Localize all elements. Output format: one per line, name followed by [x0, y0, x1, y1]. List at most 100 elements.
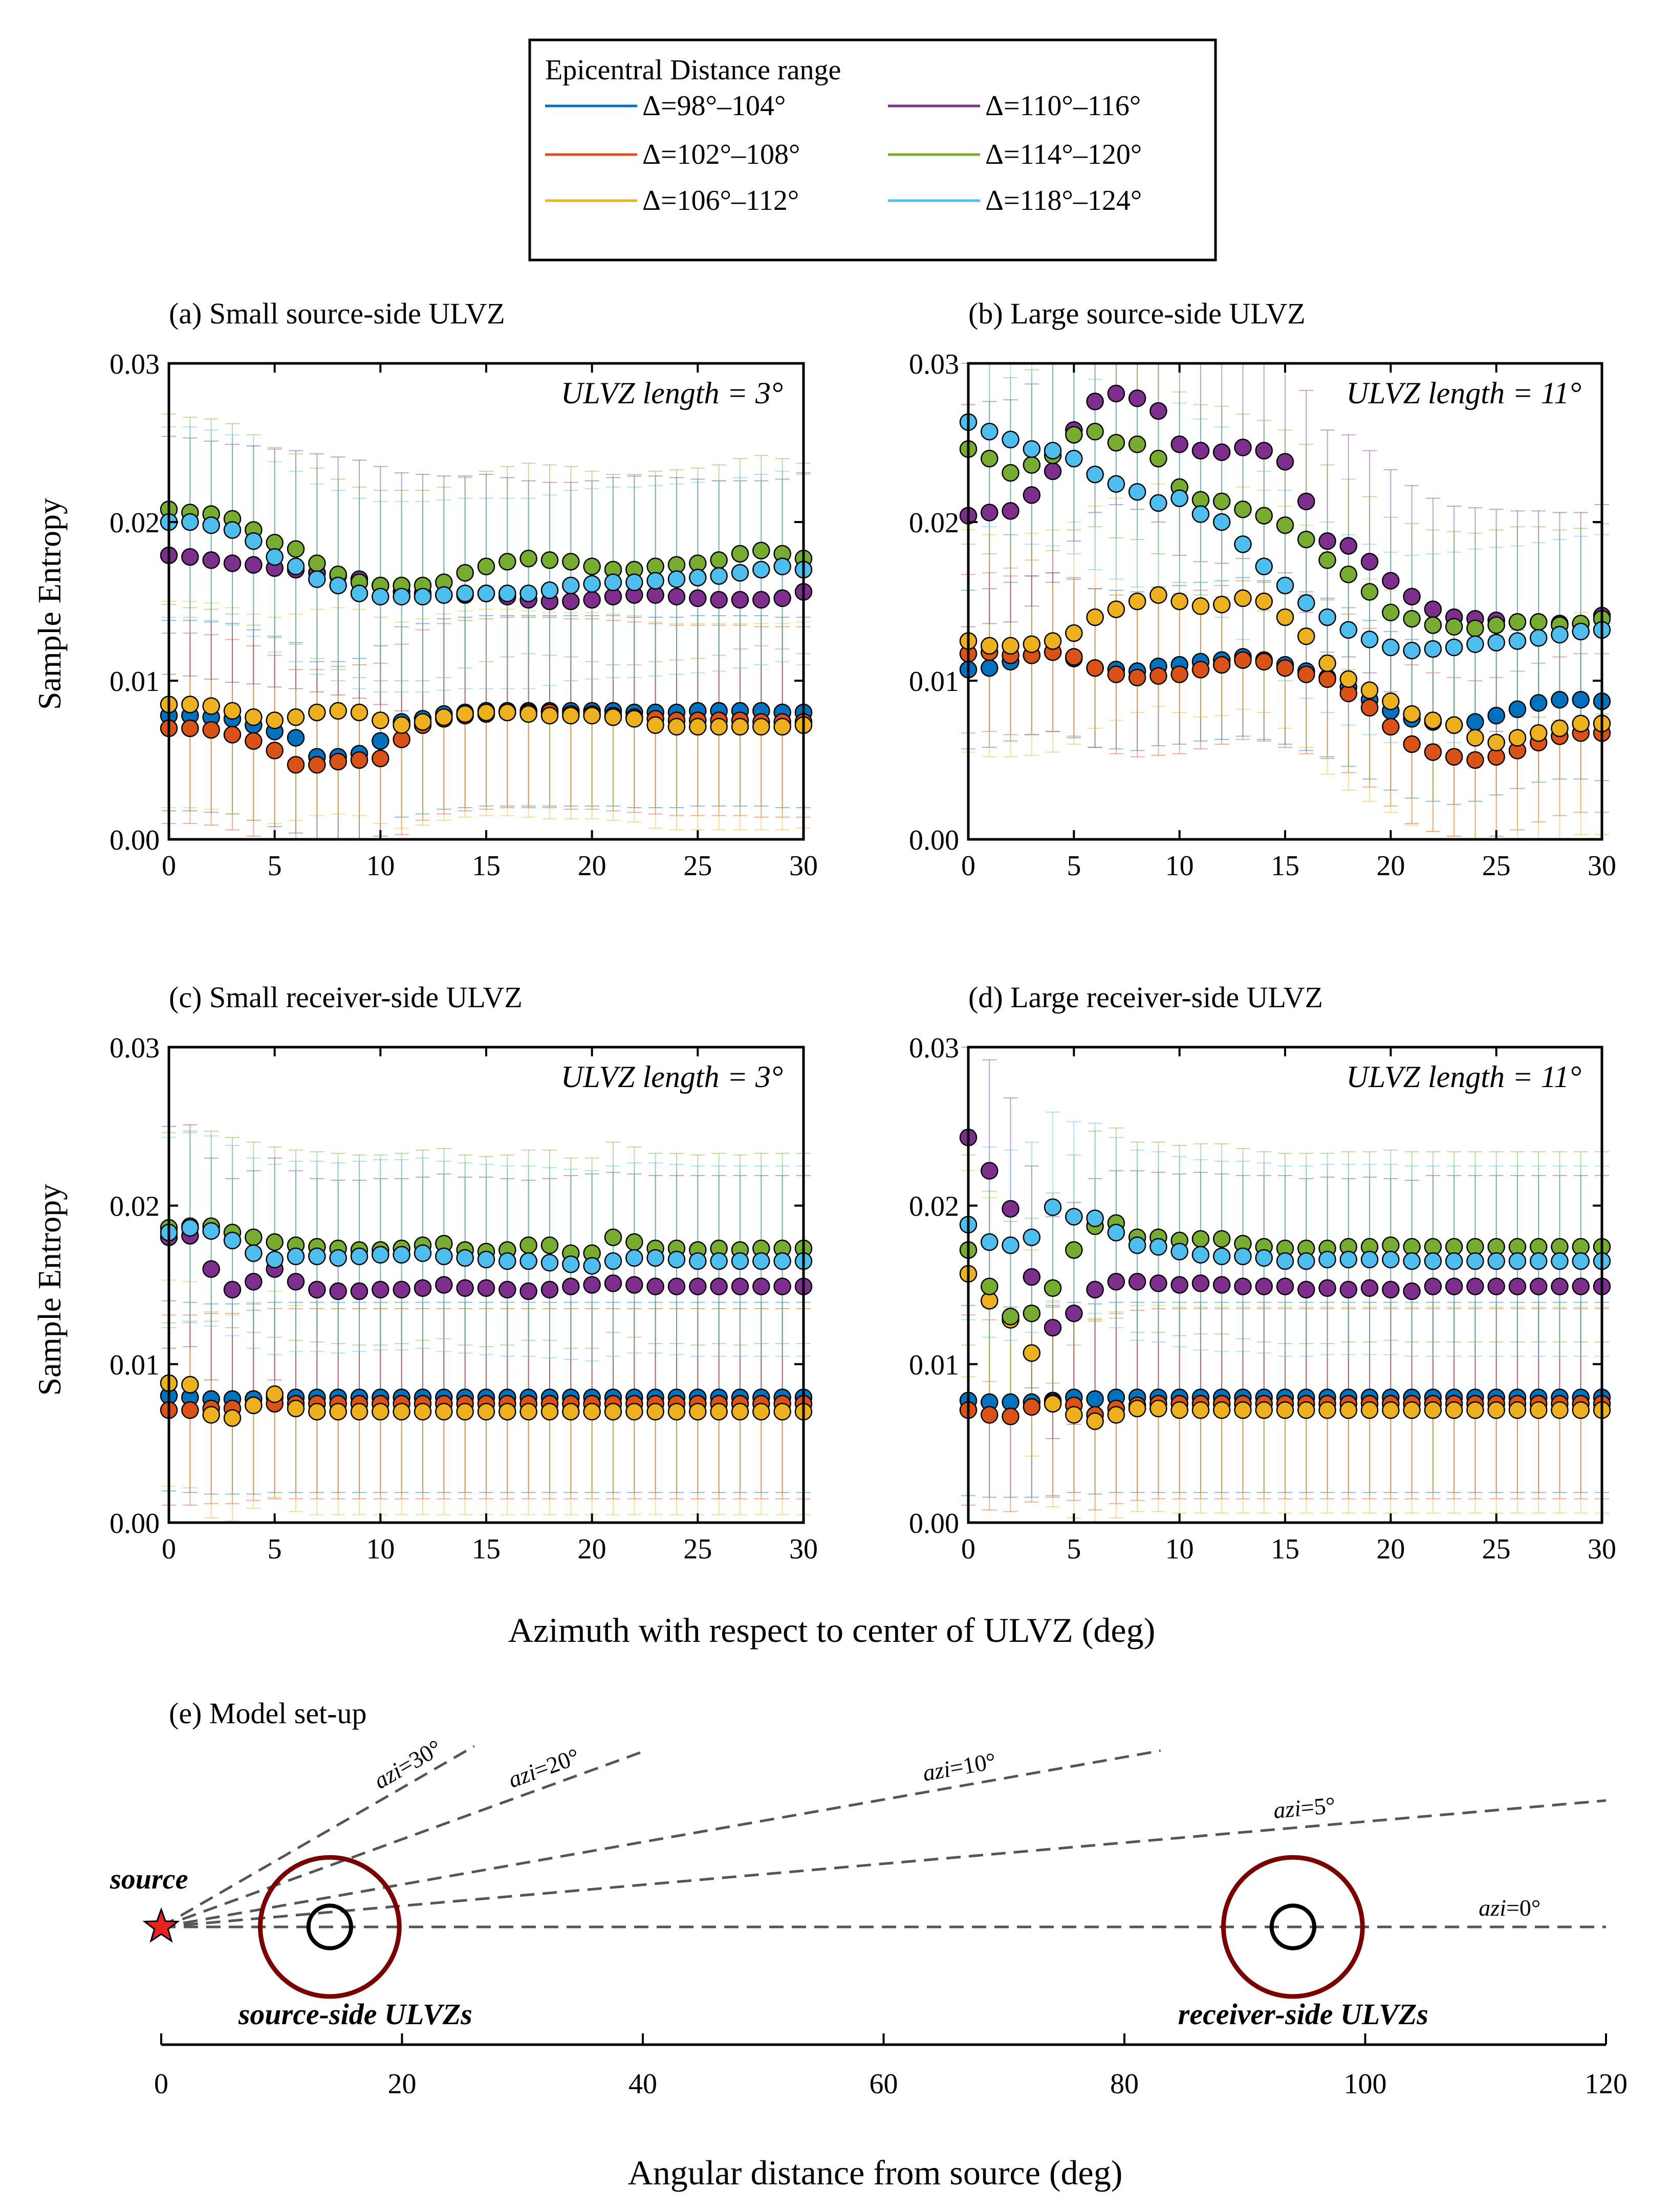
azimuth-line-10: [161, 1749, 1161, 1928]
data-point: [435, 586, 453, 604]
data-point: [1212, 1401, 1231, 1419]
data-point: [477, 703, 495, 722]
data-point: [1572, 1401, 1590, 1419]
data-point: [1002, 637, 1019, 655]
data-point: [1360, 583, 1379, 601]
data-point: [710, 1402, 728, 1421]
data-point: [287, 557, 305, 576]
data-point: [287, 1273, 305, 1291]
data-point: [1128, 592, 1146, 611]
data-point: [646, 1277, 664, 1295]
data-point: [981, 423, 999, 441]
data-point: [435, 1276, 453, 1294]
data-point: [1234, 1277, 1252, 1295]
data-point: [562, 1255, 580, 1273]
data-point: [1360, 1401, 1379, 1419]
data-point: [1086, 608, 1104, 626]
data-point: [519, 1252, 537, 1270]
data-point: [1149, 1274, 1167, 1292]
data-point: [223, 554, 242, 572]
x-tick-label: 20: [1376, 1533, 1405, 1565]
data-point: [1023, 1268, 1041, 1286]
data-point: [981, 659, 999, 677]
legend-title: Epicentral Distance range: [545, 54, 841, 86]
data-point: [223, 702, 242, 720]
data-point: [667, 1277, 686, 1295]
data-point: [540, 551, 559, 569]
data-point: [1551, 625, 1569, 644]
data-point: [1466, 1277, 1484, 1295]
x-tick-label: 25: [1482, 1533, 1511, 1565]
data-point: [1086, 465, 1104, 484]
data-point: [287, 708, 305, 726]
receiver-side-small-ulvz: [1269, 1903, 1316, 1950]
data-point: [1572, 690, 1590, 709]
ulvz-length-annotation: ULVZ length = 3°: [561, 376, 783, 410]
panel-e-title: (e) Model set-up: [169, 1697, 367, 1730]
data-point: [981, 1406, 999, 1424]
data-point: [1065, 1241, 1083, 1259]
x-tick-label: 10: [366, 850, 395, 882]
data-point: [414, 1244, 432, 1262]
data-point: [266, 1233, 284, 1251]
data-point: [1403, 588, 1421, 605]
data-point: [350, 751, 368, 769]
data-point: [308, 554, 326, 572]
data-point: [667, 588, 686, 605]
data-point: [540, 581, 559, 599]
data-point: [498, 703, 516, 722]
data-point: [1382, 1250, 1400, 1269]
data-point: [1170, 1243, 1188, 1261]
data-point: [1487, 616, 1505, 634]
data-point: [583, 575, 601, 593]
distance-tick-label: 40: [628, 2068, 657, 2100]
data-point: [667, 718, 686, 736]
y-tick-label: 0.00: [909, 1508, 959, 1539]
data-point: [1191, 1274, 1210, 1292]
data-point: [1255, 592, 1273, 611]
ulvz-length-annotation: ULVZ length = 11°: [1347, 1060, 1582, 1094]
data-point: [181, 1376, 199, 1394]
azimuth-label-20: azi=20°: [505, 1743, 583, 1793]
data-point: [1487, 634, 1505, 652]
data-point: [456, 563, 474, 582]
data-point: [181, 719, 199, 738]
data-point: [266, 548, 284, 566]
data-point: [1234, 1401, 1252, 1419]
data-point: [1382, 1281, 1400, 1299]
data-point: [287, 729, 305, 747]
data-point: [372, 732, 389, 750]
data-point: [1276, 659, 1294, 677]
x-tick-label: 30: [789, 850, 818, 882]
data-point: [393, 588, 410, 605]
data-point: [1002, 1407, 1019, 1425]
data-point: [245, 708, 263, 726]
data-point: [604, 573, 622, 592]
data-point: [1466, 729, 1484, 747]
data-point: [731, 1402, 749, 1421]
data-point: [1339, 1401, 1358, 1419]
data-point: [1508, 700, 1527, 719]
data-point: [202, 551, 220, 569]
data-point: [372, 1281, 389, 1299]
data-point: [625, 1402, 643, 1421]
data-point: [1044, 1279, 1062, 1297]
data-point: [773, 1252, 791, 1270]
data-point: [519, 1402, 537, 1421]
data-point: [1466, 635, 1484, 653]
data-point: [583, 706, 601, 725]
data-point: [1065, 1208, 1083, 1226]
data-point: [1023, 1344, 1041, 1362]
markers-c: [160, 1217, 813, 1427]
panel-e-xlabel: Angular distance from source (deg): [628, 2153, 1123, 2192]
data-point: [1360, 1279, 1379, 1297]
data-point: [1424, 1252, 1442, 1270]
data-point: [1044, 1395, 1062, 1413]
data-point: [1445, 748, 1463, 766]
data-point: [498, 553, 516, 571]
data-point: [1551, 1277, 1569, 1295]
data-point: [1529, 1252, 1548, 1270]
data-point: [583, 557, 601, 576]
data-point: [477, 584, 495, 602]
data-point: [583, 1257, 601, 1275]
